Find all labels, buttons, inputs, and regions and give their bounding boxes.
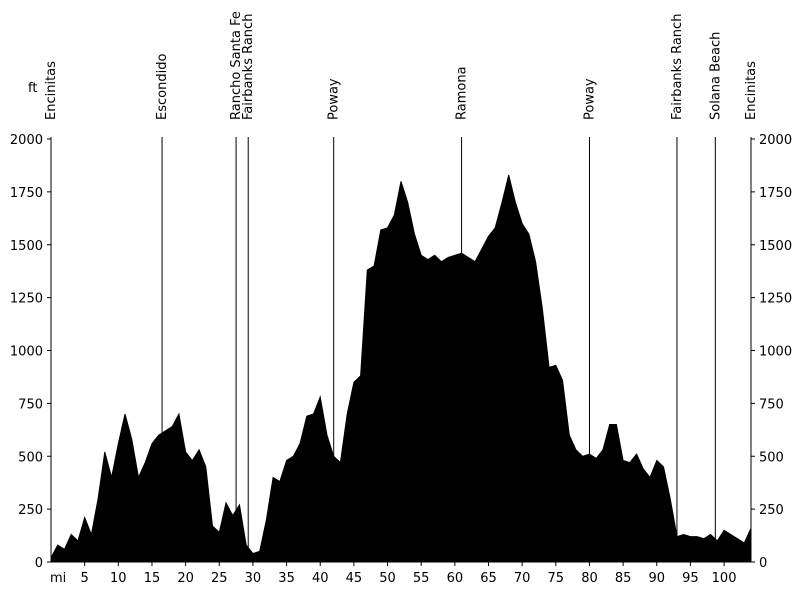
y-tick-label-right: 1750 — [759, 186, 792, 201]
y-tick-label-right: 1250 — [759, 292, 792, 307]
y-tick-label-left: 1000 — [10, 345, 43, 360]
x-tick-label: 90 — [648, 571, 665, 586]
elevation-area — [50, 174, 752, 563]
waypoint-label: Fairbanks Ranch — [670, 14, 685, 120]
x-tick-label: 55 — [413, 571, 430, 586]
x-tick-label: 5 — [81, 571, 89, 586]
y-tick-label-right: 750 — [759, 397, 784, 412]
elevation-profile-layer — [50, 174, 752, 563]
y-tick-label-right: 0 — [759, 556, 767, 571]
x-tick-label: 20 — [177, 571, 194, 586]
x-tick-label: 15 — [144, 571, 161, 586]
axes: 0 0 250 250 500 500 750 750 1000 1000 1250 1250 1500… — [10, 133, 792, 586]
x-tick-label: 95 — [682, 571, 699, 586]
y-tick-label-left: 1500 — [10, 239, 43, 254]
waypoint-label: Encinitas — [44, 61, 59, 120]
x-axis-unit-label: mi — [50, 571, 66, 586]
x-tick-label: 60 — [447, 571, 464, 586]
x-tick-label: 75 — [548, 571, 565, 586]
waypoint-label: Encinitas — [744, 61, 759, 120]
y-tick-label-left: 750 — [18, 397, 43, 412]
x-tick-label: 10 — [110, 571, 127, 586]
x-tick-label: 65 — [480, 571, 497, 586]
waypoint-label: Fairbanks Ranch — [241, 14, 256, 120]
waypoint-label: Solana Beach — [708, 32, 723, 120]
x-tick-label: 50 — [379, 571, 396, 586]
waypoint-label: Escondido — [155, 54, 170, 120]
y-tick-label-left: 500 — [18, 450, 43, 465]
y-tick-label-left: 2000 — [10, 133, 43, 148]
y-tick-label-left: 1250 — [10, 292, 43, 307]
x-tick-label: 100 — [712, 571, 737, 586]
x-tick-label: 45 — [346, 571, 363, 586]
y-axis-unit-label: ft — [28, 81, 37, 96]
waypoint-label: Poway — [582, 78, 597, 120]
y-tick-label-left: 0 — [35, 556, 43, 571]
y-tick-label-right: 2000 — [759, 133, 792, 148]
x-tick-label: 30 — [245, 571, 262, 586]
y-tick-label-right: 1500 — [759, 239, 792, 254]
y-tick-label-right: 250 — [759, 503, 784, 518]
waypoint-label: Poway — [327, 78, 342, 120]
x-tick-label: 35 — [278, 571, 295, 586]
x-tick-label: 70 — [514, 571, 531, 586]
y-tick-label-left: 1750 — [10, 186, 43, 201]
waypoint-label: Ramona — [455, 66, 470, 120]
x-tick-label: 80 — [581, 571, 598, 586]
y-tick-label-right: 1000 — [759, 345, 792, 360]
x-tick-label: 40 — [312, 571, 329, 586]
x-tick-label: 85 — [615, 571, 632, 586]
y-tick-label-right: 500 — [759, 450, 784, 465]
waypoint-label: Rancho Santa Fe — [229, 11, 244, 120]
x-tick-label: 25 — [211, 571, 228, 586]
y-tick-label-left: 250 — [18, 503, 43, 518]
